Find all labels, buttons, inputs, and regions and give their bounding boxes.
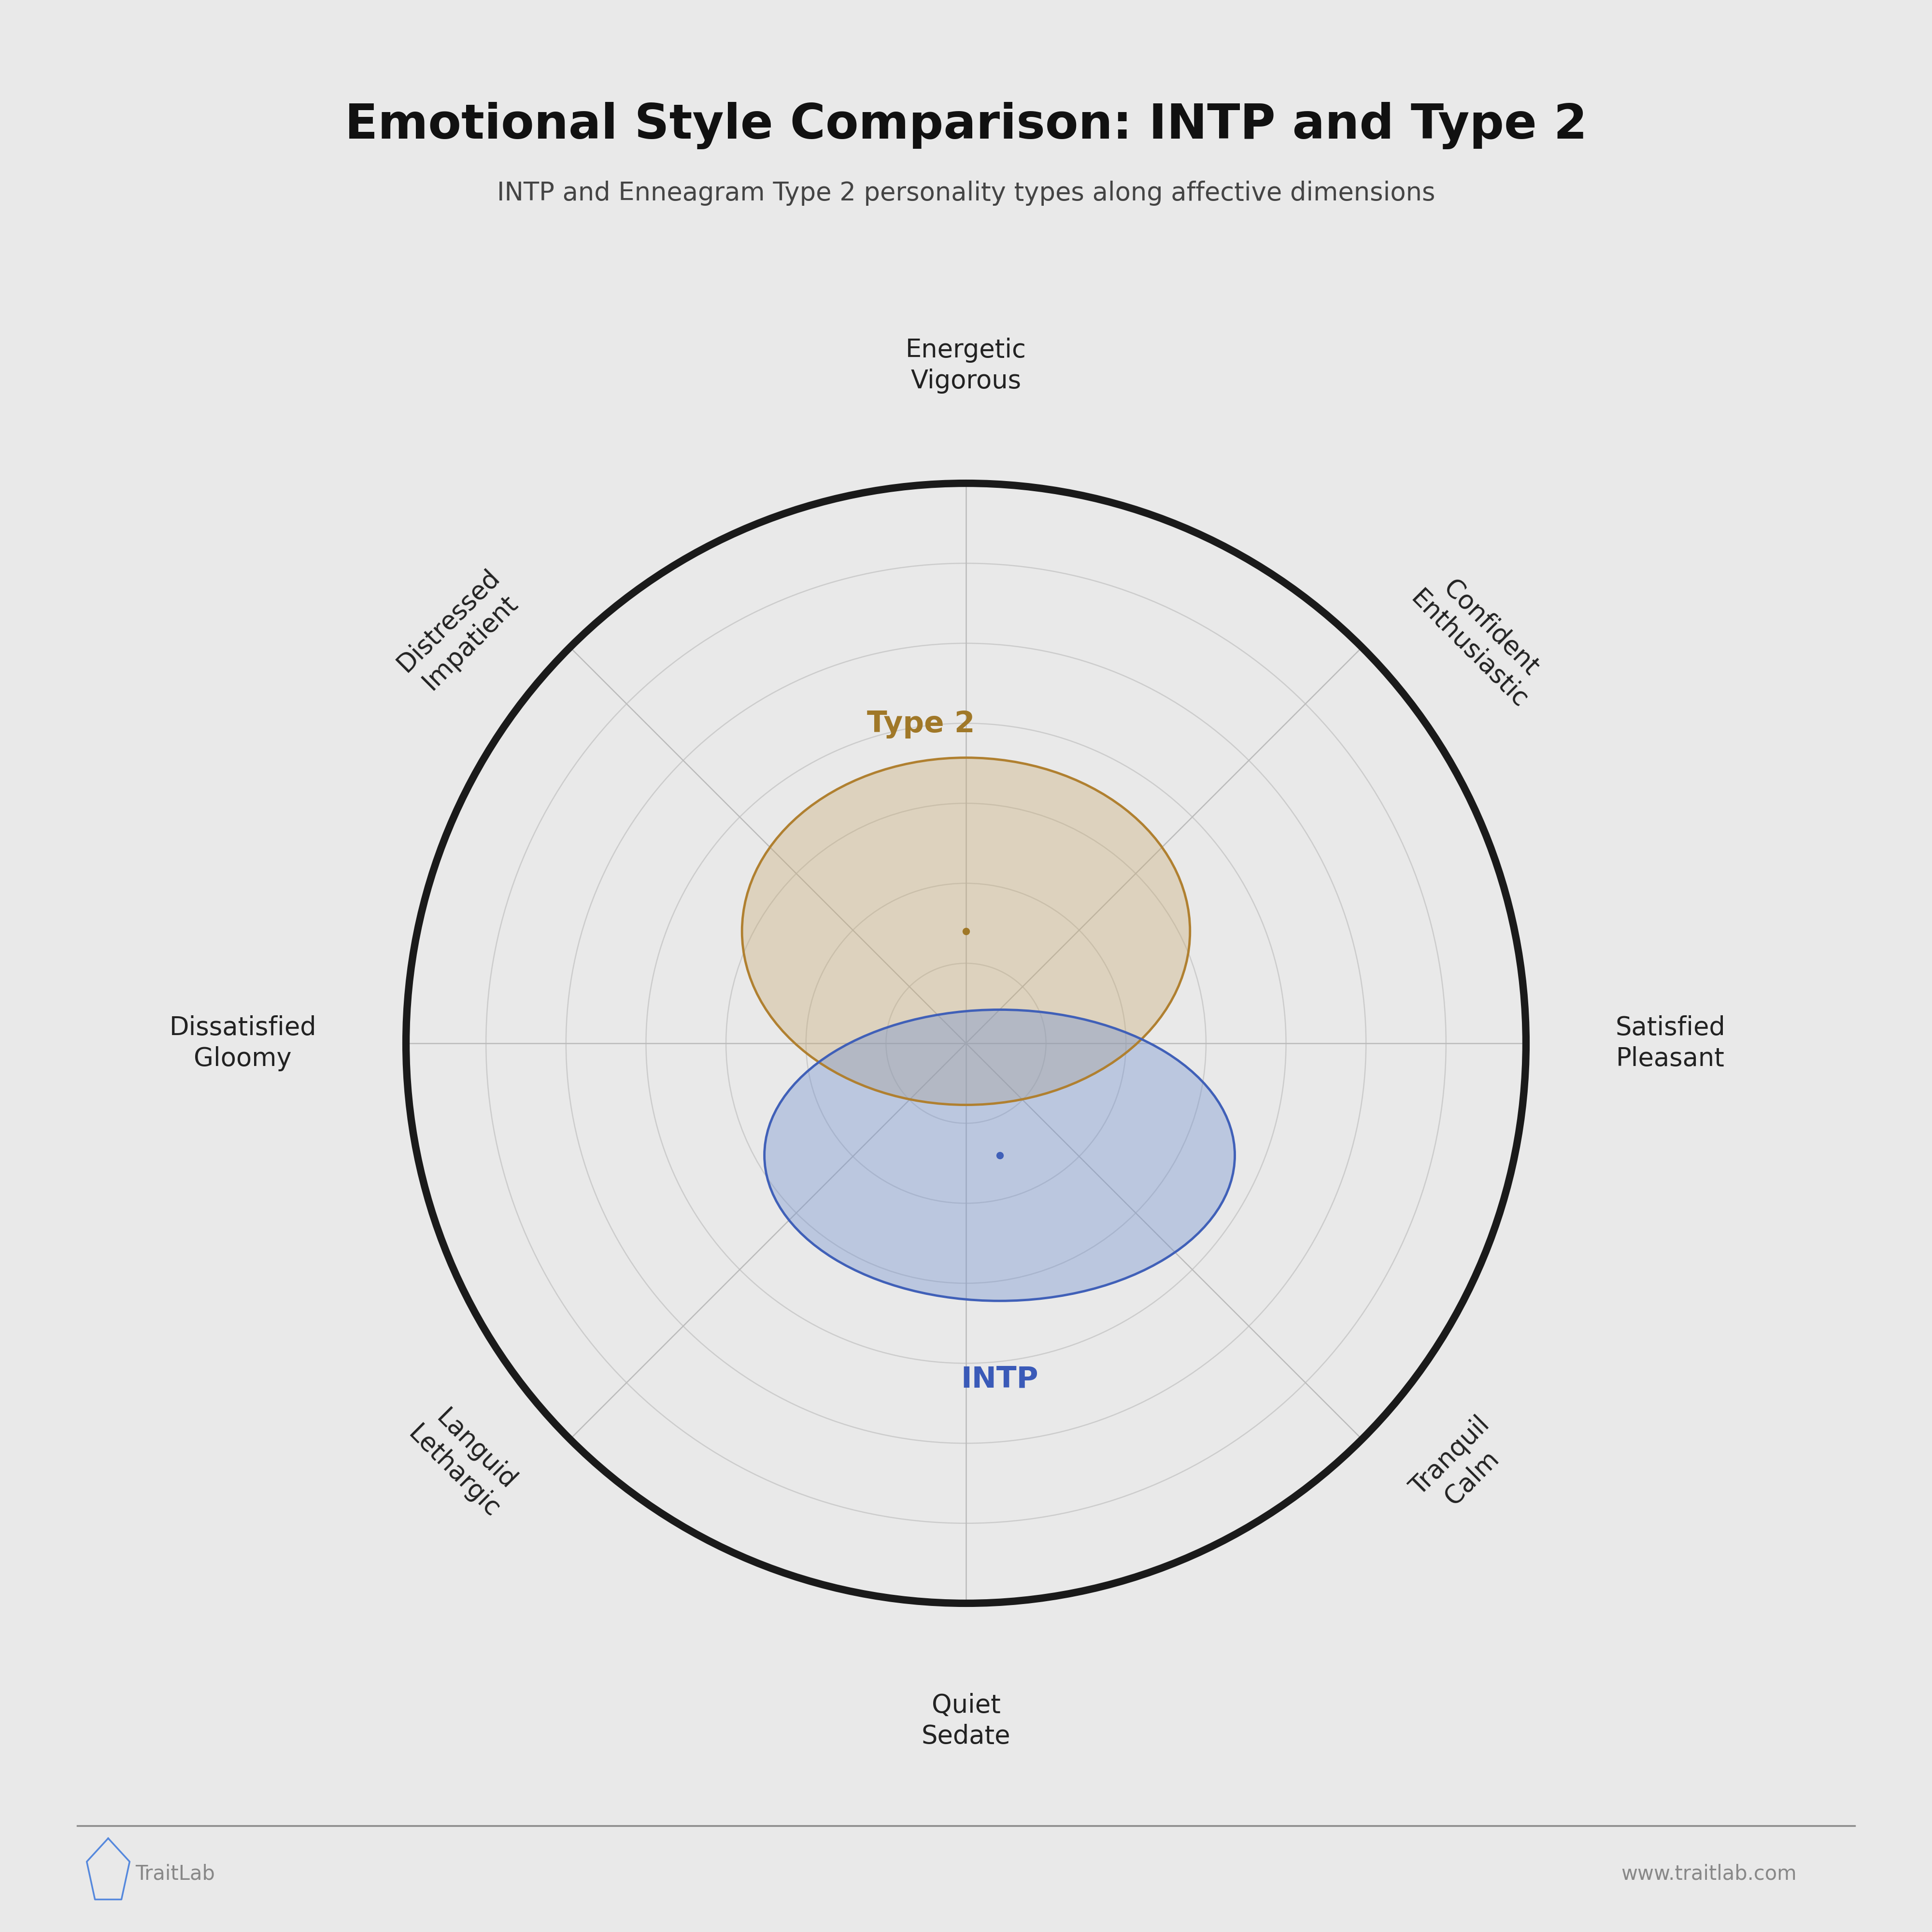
Text: Emotional Style Comparison: INTP and Type 2: Emotional Style Comparison: INTP and Typ… bbox=[344, 102, 1588, 149]
Text: www.traitlab.com: www.traitlab.com bbox=[1621, 1864, 1797, 1884]
Text: Type 2: Type 2 bbox=[867, 709, 976, 738]
Text: Energetic
Vigorous: Energetic Vigorous bbox=[906, 338, 1026, 394]
Ellipse shape bbox=[742, 757, 1190, 1105]
Text: Distressed
Impatient: Distressed Impatient bbox=[392, 564, 527, 699]
Ellipse shape bbox=[765, 1010, 1235, 1300]
Text: INTP: INTP bbox=[960, 1366, 1037, 1393]
Text: INTP and Enneagram Type 2 personality types along affective dimensions: INTP and Enneagram Type 2 personality ty… bbox=[497, 182, 1435, 205]
Text: Dissatisfied
Gloomy: Dissatisfied Gloomy bbox=[170, 1014, 317, 1072]
Text: Confident
Enthusiastic: Confident Enthusiastic bbox=[1405, 564, 1555, 713]
Text: Languid
Lethargic: Languid Lethargic bbox=[404, 1399, 527, 1522]
Text: Satisfied
Pleasant: Satisfied Pleasant bbox=[1615, 1014, 1725, 1072]
Text: TraitLab: TraitLab bbox=[135, 1864, 214, 1884]
Text: Quiet
Sedate: Quiet Sedate bbox=[922, 1692, 1010, 1748]
Text: Tranquil
Calm: Tranquil Calm bbox=[1405, 1412, 1517, 1522]
